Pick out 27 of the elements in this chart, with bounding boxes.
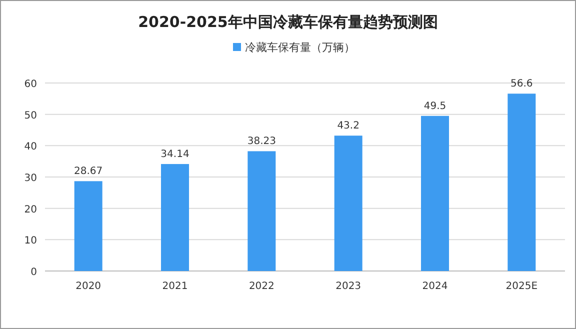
x-tick-label: 2021 (162, 281, 188, 292)
data-label: 34.14 (160, 149, 190, 160)
y-tick-label: 40 (24, 142, 37, 153)
x-tick-label: 2022 (248, 281, 274, 292)
bar (161, 164, 189, 271)
bar (74, 181, 102, 271)
y-tick-label: 0 (30, 267, 37, 278)
data-label: 56.6 (510, 78, 533, 90)
x-tick-label: 2023 (336, 281, 362, 292)
data-label: 49.5 (424, 100, 446, 112)
y-tick-label: 50 (24, 110, 37, 122)
data-label: 38.23 (247, 136, 276, 148)
bar (248, 151, 276, 271)
bar (334, 136, 362, 271)
legend-label: 冷藏车保有量（万辆） (245, 41, 355, 54)
bar (421, 116, 449, 271)
data-label: 28.67 (74, 166, 103, 178)
bar (508, 94, 536, 271)
chart-title: 2020-2025年中国冷藏车保有量趋势预测图 (138, 13, 438, 31)
x-tick-label: 2025E (506, 281, 538, 292)
y-tick-label: 30 (24, 173, 37, 184)
x-tick-label: 2024 (422, 281, 448, 292)
y-tick-label: 10 (24, 236, 37, 247)
x-tick-label: 2020 (76, 281, 102, 292)
y-tick-label: 20 (24, 204, 37, 216)
y-tick-label: 60 (24, 79, 37, 90)
data-label: 43.2 (337, 120, 360, 132)
